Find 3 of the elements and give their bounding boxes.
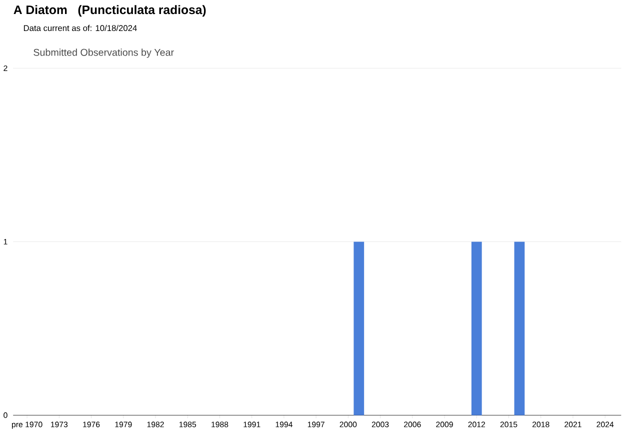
chart-title: A Diatom (Puncticulata radiosa) xyxy=(14,5,206,17)
text: Submitted Observations by Year xyxy=(34,48,174,58)
chart-subtitle: Data current as of: 10/18/2024 xyxy=(24,24,137,32)
